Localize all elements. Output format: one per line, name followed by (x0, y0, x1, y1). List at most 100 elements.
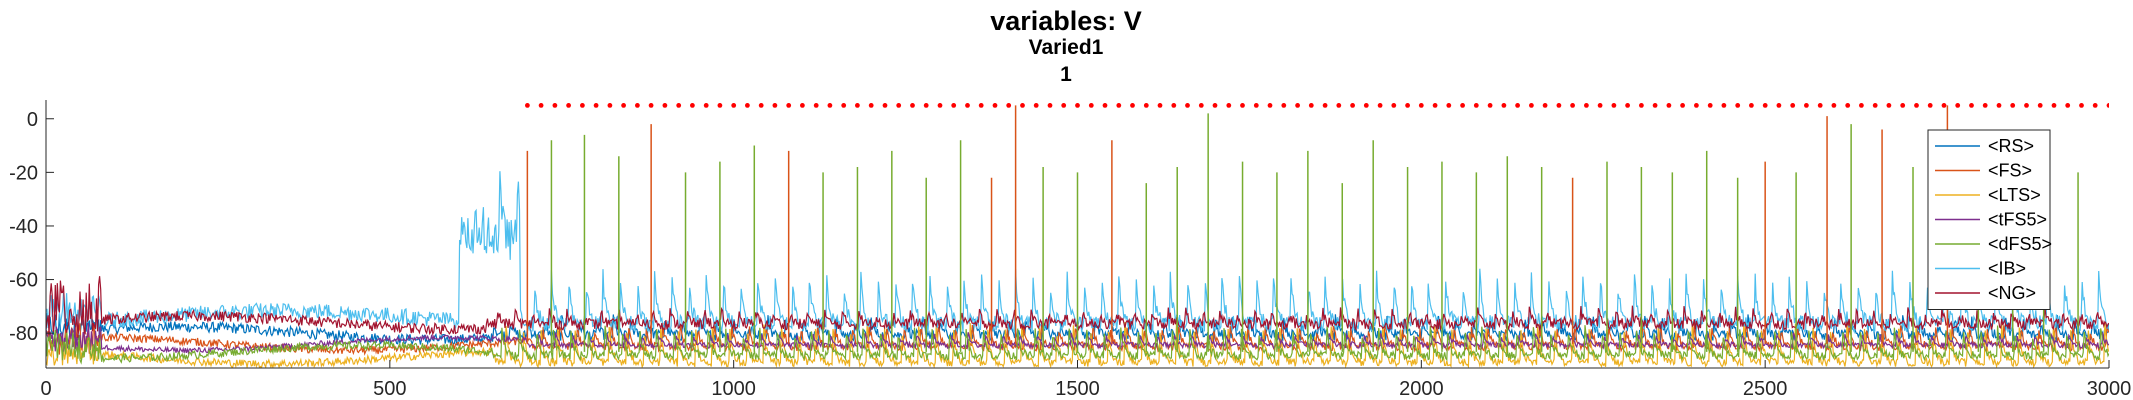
spike-event-dot (1762, 103, 1768, 108)
spike-event-dot (1405, 103, 1410, 108)
spike-event-dot (525, 103, 530, 108)
x-tick-label: 0 (40, 378, 51, 400)
spike-event-dot (1845, 103, 1851, 108)
spike-event-dot (1859, 103, 1864, 108)
spike-event-dot (1171, 103, 1177, 108)
x-tick-label: 500 (373, 378, 406, 400)
spike-event-dot (1831, 103, 1837, 108)
spike-event-dot (1088, 103, 1094, 108)
x-tick-label: 2000 (1399, 378, 1444, 400)
plot-series (46, 105, 2109, 368)
chart-subtitle: Varied1 (1029, 36, 1104, 59)
legend-label-rs: <RS> (1988, 136, 2034, 156)
spike-event-dot (1570, 103, 1575, 108)
spike-event-dot (978, 103, 984, 108)
spike-event-dot (538, 103, 544, 108)
legend-label-lts: <LTS> (1988, 185, 2041, 205)
spike-event-dot (841, 103, 847, 108)
legend-label-ib: <IB> (1988, 259, 2026, 279)
legend: <RS> <FS> <LTS> <tFS5> <dFS5> <IB> <NG> (1927, 129, 2052, 310)
y-tick-label: -60 (9, 270, 38, 292)
spike-event-dot (1075, 103, 1080, 108)
spike-event-dot (1473, 103, 1479, 108)
spike-event-dot (965, 103, 970, 108)
spike-event-dot (868, 103, 874, 108)
spike-event-dot (1047, 103, 1053, 108)
spike-event-dot (1226, 103, 1232, 108)
spike-event-dot (1308, 103, 1314, 108)
spike-event-dot (1515, 103, 1520, 108)
spike-event-dot (2079, 103, 2084, 108)
spike-event-dot (1597, 103, 1603, 108)
y-tick-label: 0 (27, 109, 38, 131)
legend-label-tfs5: <tFS5> (1988, 210, 2047, 230)
spike-event-dot (690, 103, 695, 108)
x-tick-label: 1000 (711, 378, 756, 400)
spike-event-dot (1556, 103, 1562, 108)
legend-label-ng: <NG> (1988, 283, 2036, 303)
spike-event-dot (1914, 103, 1919, 108)
spike-event-dot (1886, 103, 1892, 108)
spike-event-dot (593, 103, 599, 108)
spike-event-dot (910, 103, 915, 108)
spike-event-dot (2037, 103, 2043, 108)
spike-event-dot (1460, 103, 1465, 108)
spike-event-dot (1418, 103, 1424, 108)
spike-event-dot (580, 103, 585, 108)
spike-event-dot (1955, 103, 1961, 108)
spike-event-dot (1652, 103, 1658, 108)
spike-event-dot (758, 103, 764, 108)
spike-event-dot (1776, 103, 1782, 108)
x-tick-label: 2500 (1743, 378, 1788, 400)
spike-event-dot (1735, 103, 1741, 108)
spike-event-dot (1143, 103, 1149, 108)
spike-event-dot (2024, 103, 2029, 108)
spike-event-dot (786, 103, 792, 108)
spike-event-dot (1487, 103, 1493, 108)
spike-event-dot (1363, 103, 1369, 108)
spike-event-dot (1927, 103, 1933, 108)
y-tick-label: -20 (9, 162, 38, 184)
series-line-lts (46, 321, 2109, 368)
chart-title: variables: V (990, 6, 1142, 36)
spike-event-dot (662, 103, 668, 108)
spike-event-dot (1377, 103, 1383, 108)
y-axis-ticks: 0 -20 -40 -60 -80 (9, 109, 54, 345)
spike-event-dot (800, 103, 805, 108)
spike-event-dot (1157, 103, 1163, 108)
spike-event-dot (648, 103, 654, 108)
spike-event-dot (1790, 103, 1796, 108)
spike-event-dot (1749, 103, 1754, 108)
spike-event-dot (1020, 103, 1025, 108)
spike-event-dot (566, 103, 571, 108)
x-tick-label: 3000 (2087, 378, 2132, 400)
spike-event-dot (1900, 103, 1906, 108)
spike-event-dot (1611, 103, 1617, 108)
titles: variables: V Varied1 1 (990, 6, 1142, 86)
spike-event-dot (1432, 103, 1438, 108)
spike-event-dot (1130, 103, 1135, 108)
spike-event-dot (1872, 103, 1878, 108)
spike-event-dot (882, 103, 888, 108)
spike-event-dot (1116, 103, 1122, 108)
spike-event-dot (1721, 103, 1727, 108)
spike-event-dot (745, 103, 750, 108)
y-tick-label: -40 (9, 216, 38, 238)
spike-event-dot (1322, 103, 1328, 108)
spike-event-dot (855, 103, 860, 108)
spike-event-dot (2010, 103, 2016, 108)
spike-event-dot (1542, 103, 1548, 108)
spike-event-dot (1982, 103, 1988, 108)
spike-event-dot (1666, 103, 1672, 108)
spike-event-dot (1625, 103, 1630, 108)
spike-event-dot (1529, 103, 1534, 108)
spike-event-dot (1817, 103, 1823, 108)
spike-event-dot (1061, 103, 1067, 108)
spike-event-dot (621, 103, 626, 108)
spike-event-dot (1006, 103, 1012, 108)
spike-event-dot (731, 103, 737, 108)
spike-event-dot (1281, 103, 1287, 108)
spike-event-dot (1996, 103, 2002, 108)
spike-event-dot (1639, 103, 1644, 108)
